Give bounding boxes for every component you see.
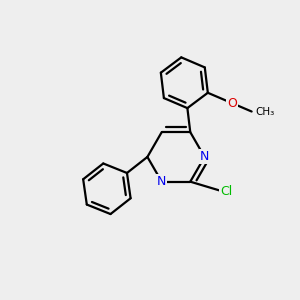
Text: CH₃: CH₃ <box>255 106 274 116</box>
Text: N: N <box>200 150 209 164</box>
Text: Cl: Cl <box>220 184 232 198</box>
Text: O: O <box>227 97 237 110</box>
Text: N: N <box>157 175 166 188</box>
